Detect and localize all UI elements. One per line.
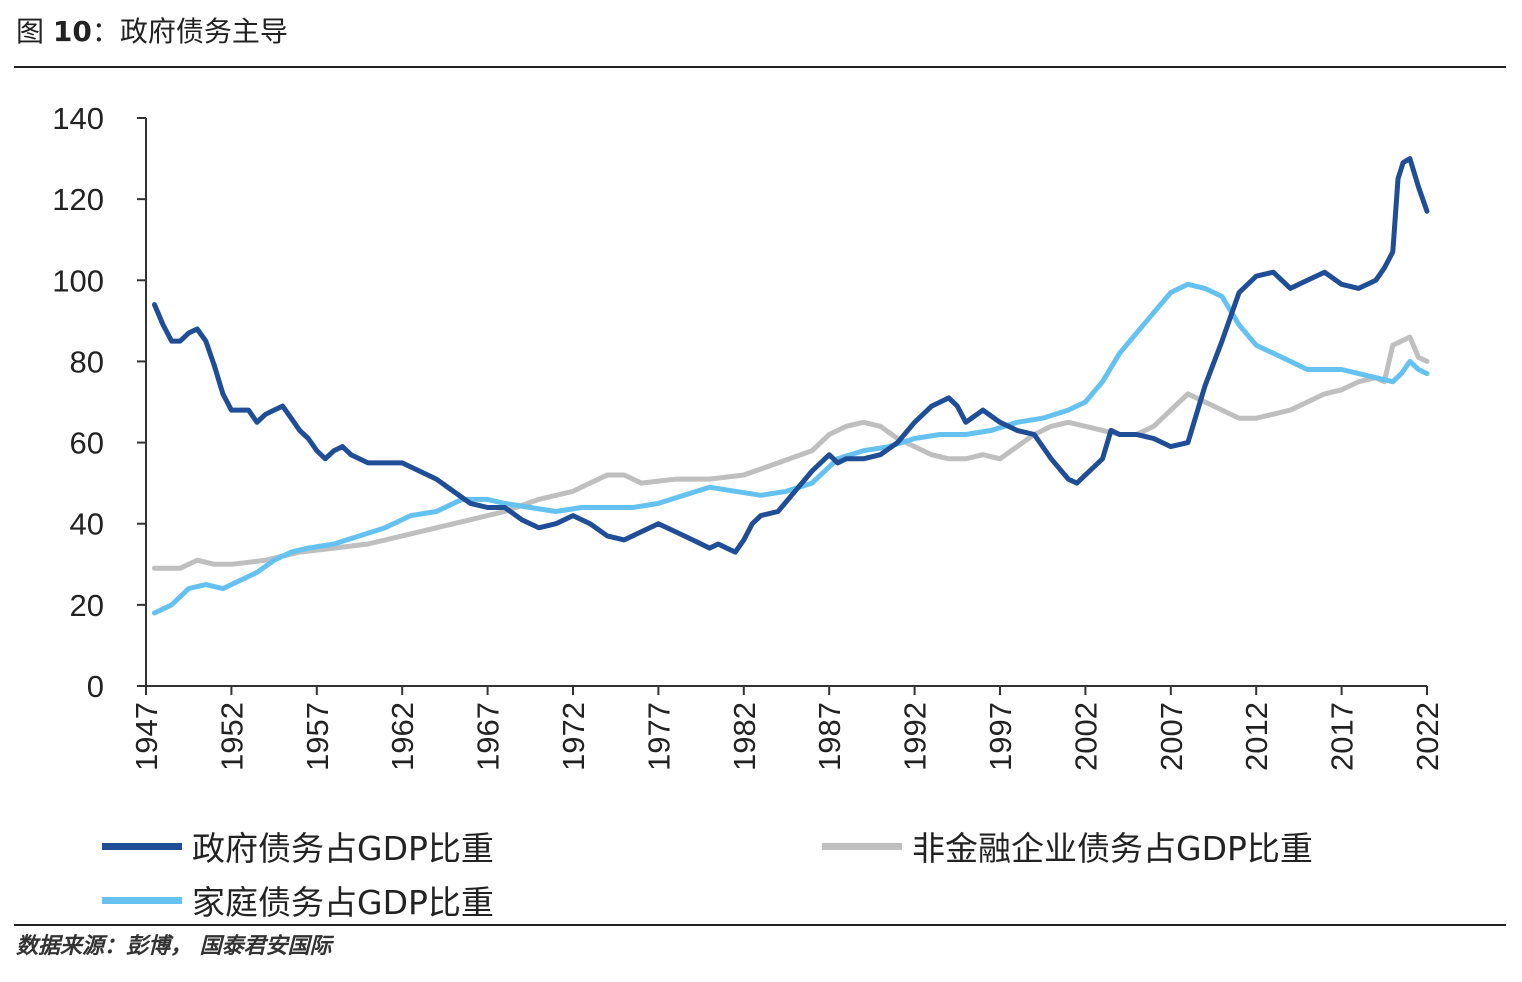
legend-swatch-corporate <box>822 842 902 850</box>
series-line-household <box>152 281 1430 616</box>
x-tick-label-2002: 2002 <box>1068 702 1103 771</box>
legend-item-household: 家庭债务占GDP比重 <box>102 876 494 924</box>
x-tick-label-1992: 1992 <box>898 702 933 771</box>
legend-item-corporate: 非金融企业债务占GDP比重 <box>822 822 1313 870</box>
x-tick-label-1952: 1952 <box>214 702 249 771</box>
legend-item-government: 政府债务占GDP比重 <box>102 822 494 870</box>
figure-label: 图 <box>16 15 45 48</box>
figure-title: 图 10：政府债务主导 <box>16 12 288 52</box>
y-tick-label-80: 80 <box>70 344 104 379</box>
y-tick-label-60: 60 <box>70 426 104 461</box>
x-tick-label-1977: 1977 <box>641 702 676 771</box>
x-tick-label-1982: 1982 <box>727 702 762 771</box>
y-tick-label-0: 0 <box>87 669 104 704</box>
y-tick-label-20: 20 <box>70 588 104 623</box>
x-tick-label-2017: 2017 <box>1325 702 1360 771</box>
x-tick-label-1947: 1947 <box>129 702 164 771</box>
y-tick-label-140: 140 <box>52 101 104 136</box>
x-tick-label-2012: 2012 <box>1239 702 1274 771</box>
legend-label-household: 家庭债务占GDP比重 <box>192 883 494 922</box>
legend-swatch-household <box>102 896 182 904</box>
x-tick-label-2022: 2022 <box>1410 702 1445 771</box>
top-rule <box>14 66 1506 68</box>
x-tick-label-1962: 1962 <box>385 702 420 771</box>
y-tick-label-120: 120 <box>52 182 104 217</box>
figure-separator: ： <box>91 15 120 48</box>
figure-number: 10 <box>52 15 92 48</box>
y-tick-label-100: 100 <box>52 263 104 298</box>
series-line-corporate <box>152 334 1430 571</box>
x-tick-label-1967: 1967 <box>471 702 506 771</box>
figure-title-text: 政府债务主导 <box>119 15 288 48</box>
series-line-government <box>152 156 1430 555</box>
y-tick-label-40: 40 <box>70 507 104 542</box>
x-tick-label-1957: 1957 <box>300 702 335 771</box>
legend-label-government: 政府债务占GDP比重 <box>192 829 494 868</box>
legend-swatch-government <box>102 842 182 850</box>
legend-label-corporate: 非金融企业债务占GDP比重 <box>912 829 1313 868</box>
x-tick-label-1972: 1972 <box>556 702 591 771</box>
source-note: 数据来源：彭博， 国泰君安国际 <box>16 934 332 959</box>
bottom-rule <box>14 924 1506 926</box>
x-tick-label-1987: 1987 <box>812 702 847 771</box>
x-tick-label-1997: 1997 <box>983 702 1018 771</box>
x-tick-label-2007: 2007 <box>1154 702 1189 771</box>
